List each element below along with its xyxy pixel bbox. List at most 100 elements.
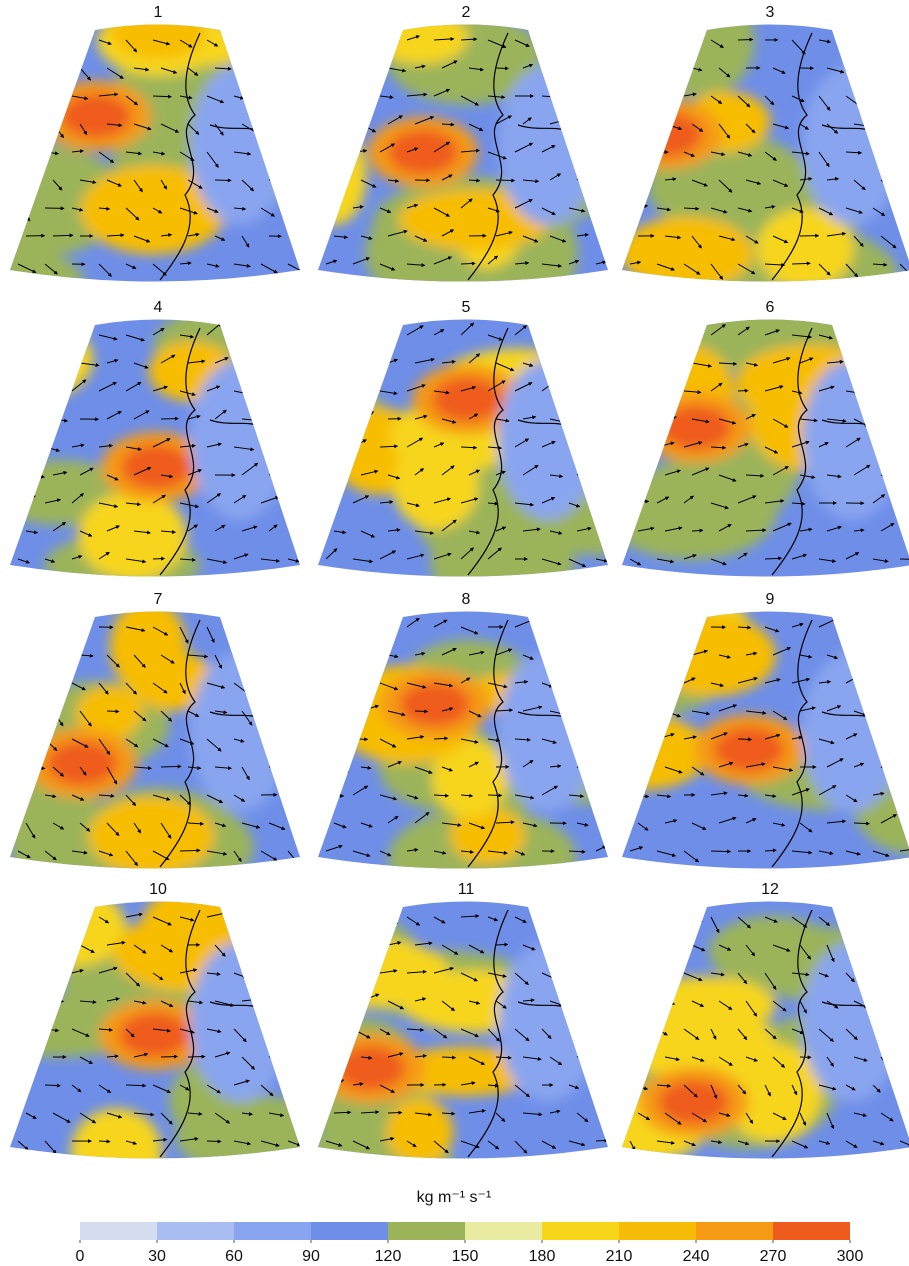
- wind-vector: [45, 388, 56, 391]
- wind-vector: [596, 146, 605, 152]
- map-panel: [303, 11, 621, 315]
- wind-vector: [854, 363, 867, 370]
- wind-vector: [657, 973, 669, 980]
- flux-area: [235, 14, 361, 66]
- colorbar-segment: [234, 1222, 311, 1240]
- wind-vector: [900, 627, 909, 637]
- wind-vector: [604, 236, 617, 241]
- wind-vector: [45, 917, 54, 929]
- wind-vector: [296, 124, 310, 137]
- wind-vector: [596, 503, 612, 509]
- wind-vector: [296, 236, 310, 239]
- wind-vector: [881, 124, 892, 126]
- wind-vector: [45, 973, 63, 980]
- wind-vector: [18, 152, 26, 161]
- wind-vector: [18, 739, 32, 747]
- map-panel: [0, 309, 328, 600]
- panel-title: 4: [154, 299, 163, 316]
- wind-vector: [854, 823, 869, 824]
- wind-vector: [326, 445, 337, 447]
- wind-vector: [596, 89, 607, 96]
- wind-vector: [326, 917, 339, 920]
- wind-vector: [684, 327, 700, 335]
- wind-vector: [269, 1056, 281, 1057]
- wind-vector: [288, 152, 301, 155]
- colorbar-segment: [619, 1222, 696, 1240]
- wind-vector: [207, 1141, 221, 1142]
- wind-vector: [881, 945, 886, 955]
- wind-vector: [326, 627, 337, 629]
- wind-vector: [353, 33, 364, 40]
- wind-vector: [596, 329, 605, 335]
- wind-vector: [900, 497, 909, 503]
- wind-vector: [496, 180, 515, 181]
- wind-vector: [161, 766, 181, 767]
- wind-vector: [234, 914, 244, 917]
- flux-area: [584, 73, 670, 170]
- wind-vector: [26, 180, 35, 187]
- wind-vector: [569, 388, 579, 391]
- flux-area: [78, 492, 187, 580]
- wind-vector: [334, 945, 352, 953]
- flux-area: [47, 741, 117, 785]
- wind-vector: [53, 655, 62, 665]
- flux-area: [0, 313, 67, 356]
- wind-vector: [361, 651, 378, 655]
- wind-vector: [296, 524, 305, 531]
- wind-vector: [18, 973, 37, 975]
- wind-vector: [630, 917, 640, 927]
- wind-vector: [326, 972, 340, 973]
- wind-vector: [261, 40, 274, 46]
- wind-vector: [542, 40, 553, 42]
- flux-area: [578, 715, 709, 790]
- wind-vector: [630, 683, 644, 688]
- wind-vector: [577, 174, 586, 180]
- wind-vector: [873, 444, 890, 447]
- flux-area: [386, 1098, 453, 1165]
- flux-area: [498, 65, 598, 225]
- flux-area: [498, 652, 598, 812]
- wind-vector: [900, 1085, 909, 1087]
- wind-vector: [569, 917, 587, 924]
- panel-title: 6: [766, 299, 775, 316]
- wind-vector: [261, 917, 274, 924]
- colorbar-segment: [311, 1222, 388, 1240]
- wind-vector: [638, 1001, 654, 1005]
- wind-vector: [873, 739, 893, 742]
- wind-vector: [873, 387, 891, 391]
- map-panel: [303, 310, 692, 620]
- wind-vector: [269, 351, 282, 363]
- wind-vector: [684, 40, 694, 43]
- wind-vector: [638, 68, 647, 73]
- wind-vector: [569, 731, 582, 739]
- map-panel: [313, 602, 632, 908]
- wind-vector: [18, 387, 27, 391]
- wind-vector: [900, 1029, 905, 1039]
- map-panel: [556, 589, 909, 892]
- wind-vector: [638, 178, 650, 180]
- wind-vector: [577, 356, 589, 363]
- wind-vector: [326, 500, 340, 503]
- wind-vector: [638, 649, 649, 655]
- wind-vector: [353, 330, 370, 335]
- wind-vector: [496, 68, 508, 69]
- wind-vector: [577, 1001, 585, 1008]
- wind-vector: [234, 335, 250, 338]
- wind-vector: [657, 96, 672, 104]
- wind-vector: [550, 68, 568, 75]
- wind-vector: [18, 917, 37, 921]
- panel-title: 10: [149, 881, 167, 898]
- wind-vector: [18, 447, 35, 455]
- wind-vector: [846, 917, 860, 918]
- wind-vector: [26, 67, 44, 68]
- flux-area: [802, 652, 902, 812]
- wind-vector: [638, 475, 651, 477]
- panel-title: 7: [154, 591, 163, 608]
- wind-vector: [353, 627, 370, 634]
- wind-vector: [596, 40, 611, 47]
- wind-vector: [261, 440, 277, 447]
- wind-vector: [334, 1112, 351, 1113]
- colorbar-tick-label: 0: [76, 1248, 85, 1265]
- wind-vector: [665, 68, 679, 74]
- wind-vector: [296, 68, 309, 73]
